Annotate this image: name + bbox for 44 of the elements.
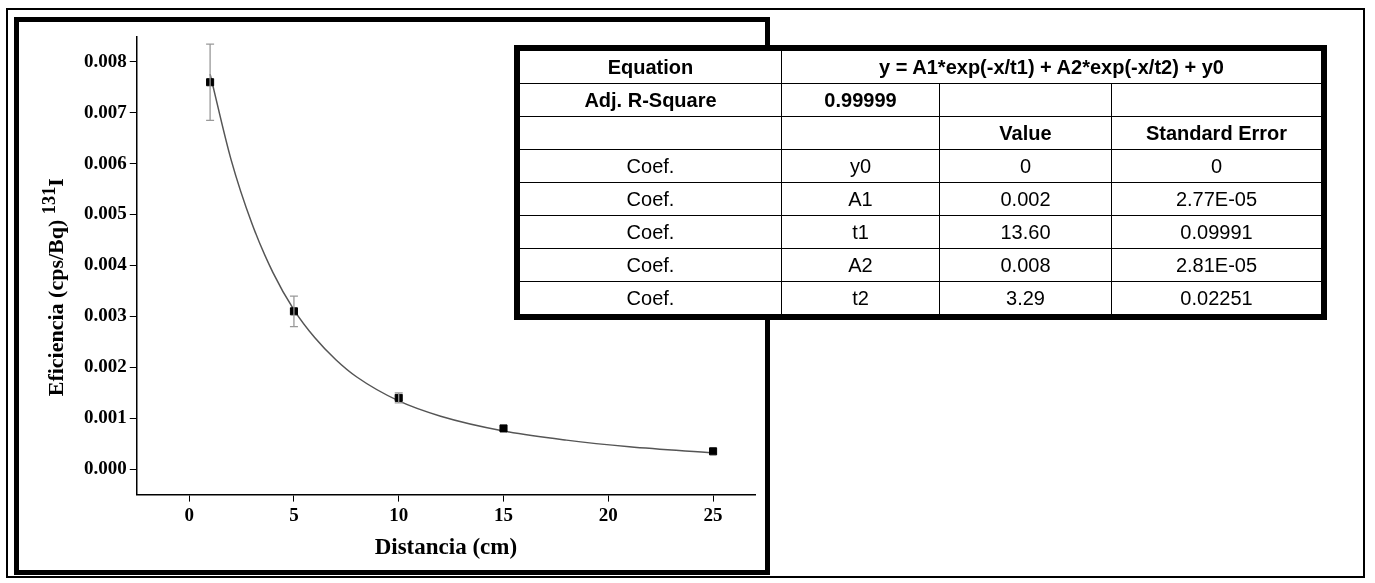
text: 3.29 <box>939 281 1112 315</box>
y-tick-label: 0.002 <box>84 355 127 377</box>
y-tick-label: 0.006 <box>84 151 127 173</box>
text: A2 <box>781 248 940 282</box>
x-tick-label: 25 <box>703 503 723 525</box>
x-tick-label: 15 <box>494 503 514 525</box>
text: 0.02251 <box>1111 281 1322 315</box>
text: A1 <box>781 182 940 216</box>
x-tick-label: 0 <box>184 503 194 525</box>
y-tick-label: 0.001 <box>84 406 127 428</box>
text: Standard Error <box>1111 116 1322 150</box>
text: 0.002 <box>939 182 1112 216</box>
y-tick-label: 0.005 <box>84 202 127 224</box>
point <box>499 424 508 433</box>
text: Value <box>939 116 1112 150</box>
text: 0.008 <box>939 248 1112 282</box>
y-tick-label: 0.007 <box>84 100 128 122</box>
y-tick-label: 0.003 <box>84 304 127 326</box>
annotation: Equation <box>519 50 782 84</box>
text: 0.99999 <box>781 83 940 117</box>
x-tick-label: 20 <box>598 503 618 525</box>
annotation: Coef. <box>519 215 782 249</box>
text: t2 <box>781 281 940 315</box>
annotation: Adj. R-Square <box>519 83 782 117</box>
point <box>709 447 718 456</box>
text: y0 <box>781 149 940 183</box>
text: 2.81E-05 <box>1111 248 1322 282</box>
text: 0 <box>1111 149 1322 183</box>
x-tick-label: 10 <box>389 503 409 525</box>
text: y = A1*exp(-x/t1) + A2*exp(-x/t2) + y0 <box>781 50 1322 84</box>
y-tick-label: 0.000 <box>84 457 127 479</box>
y-tick-label: 0.004 <box>84 253 128 275</box>
text: 13.60 <box>939 215 1112 249</box>
text: 2.77E-05 <box>1111 182 1322 216</box>
text: t1 <box>781 215 940 249</box>
annotation: Coef. <box>519 281 782 315</box>
y-tick-label: 0.008 <box>84 49 127 71</box>
annotation: Coef. <box>519 149 782 183</box>
text: 0 <box>939 149 1112 183</box>
annotation: Coef. <box>519 182 782 216</box>
x-tick-label: 5 <box>289 503 299 525</box>
text: 0.09991 <box>1111 215 1322 249</box>
annotation: Coef. <box>519 248 782 282</box>
x-axis-title: Distancia (cm) <box>374 534 518 560</box>
